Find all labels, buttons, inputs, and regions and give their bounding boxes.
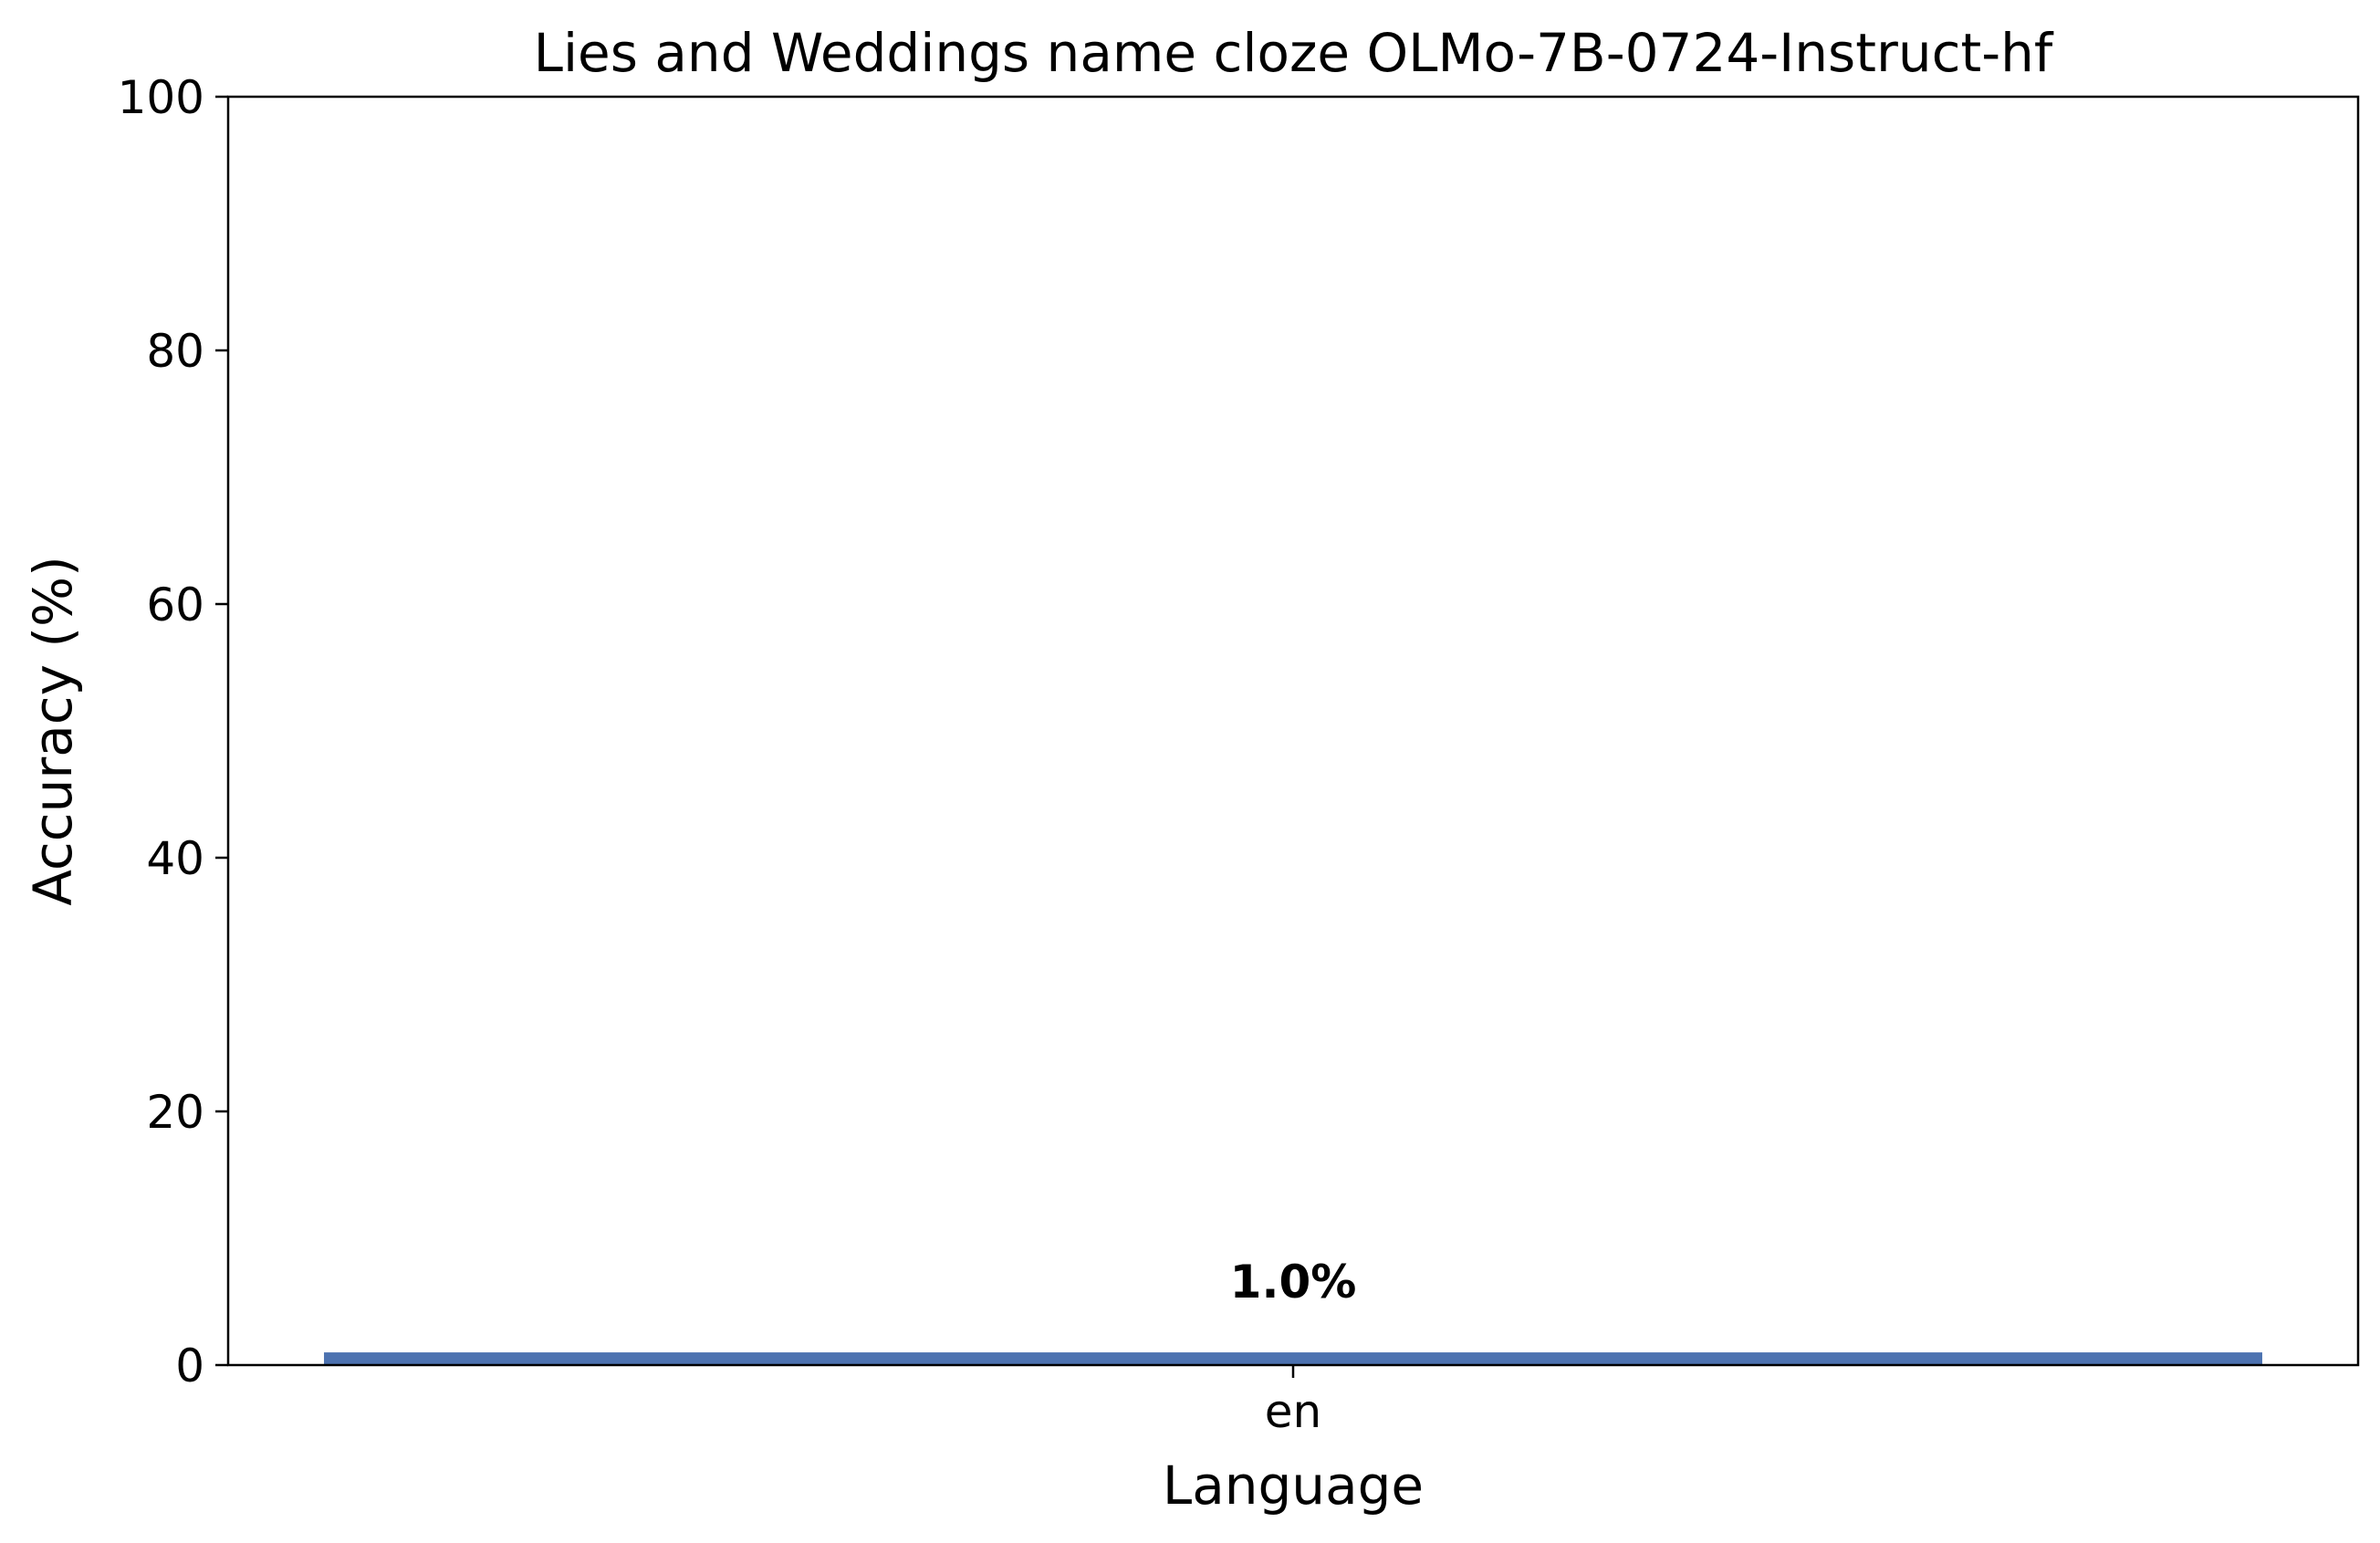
x-tick-label: en (1265, 1385, 1321, 1438)
plot-frame (226, 95, 2360, 1367)
y-axis-label: Accuracy (%) (22, 556, 84, 906)
bar (324, 1352, 2262, 1365)
y-tick-label: 20 (146, 1086, 204, 1139)
y-tick-label: 0 (175, 1340, 204, 1392)
data-labels: 1.0% (1230, 1256, 1357, 1308)
x-axis-ticks: en (1265, 1365, 1321, 1438)
y-tick-label: 60 (146, 579, 204, 631)
chart-title: Lies and Weddings name cloze OLMo-7B-072… (534, 22, 2054, 84)
y-tick-label: 100 (118, 71, 204, 124)
y-tick-label: 80 (146, 325, 204, 378)
bar-value-label: 1.0% (1230, 1256, 1357, 1308)
y-axis-ticks: 0 20 40 60 80 100 (118, 71, 228, 1392)
y-tick-label: 40 (146, 832, 204, 885)
bars (324, 1352, 2262, 1365)
x-axis-label: Language (1163, 1454, 1424, 1517)
